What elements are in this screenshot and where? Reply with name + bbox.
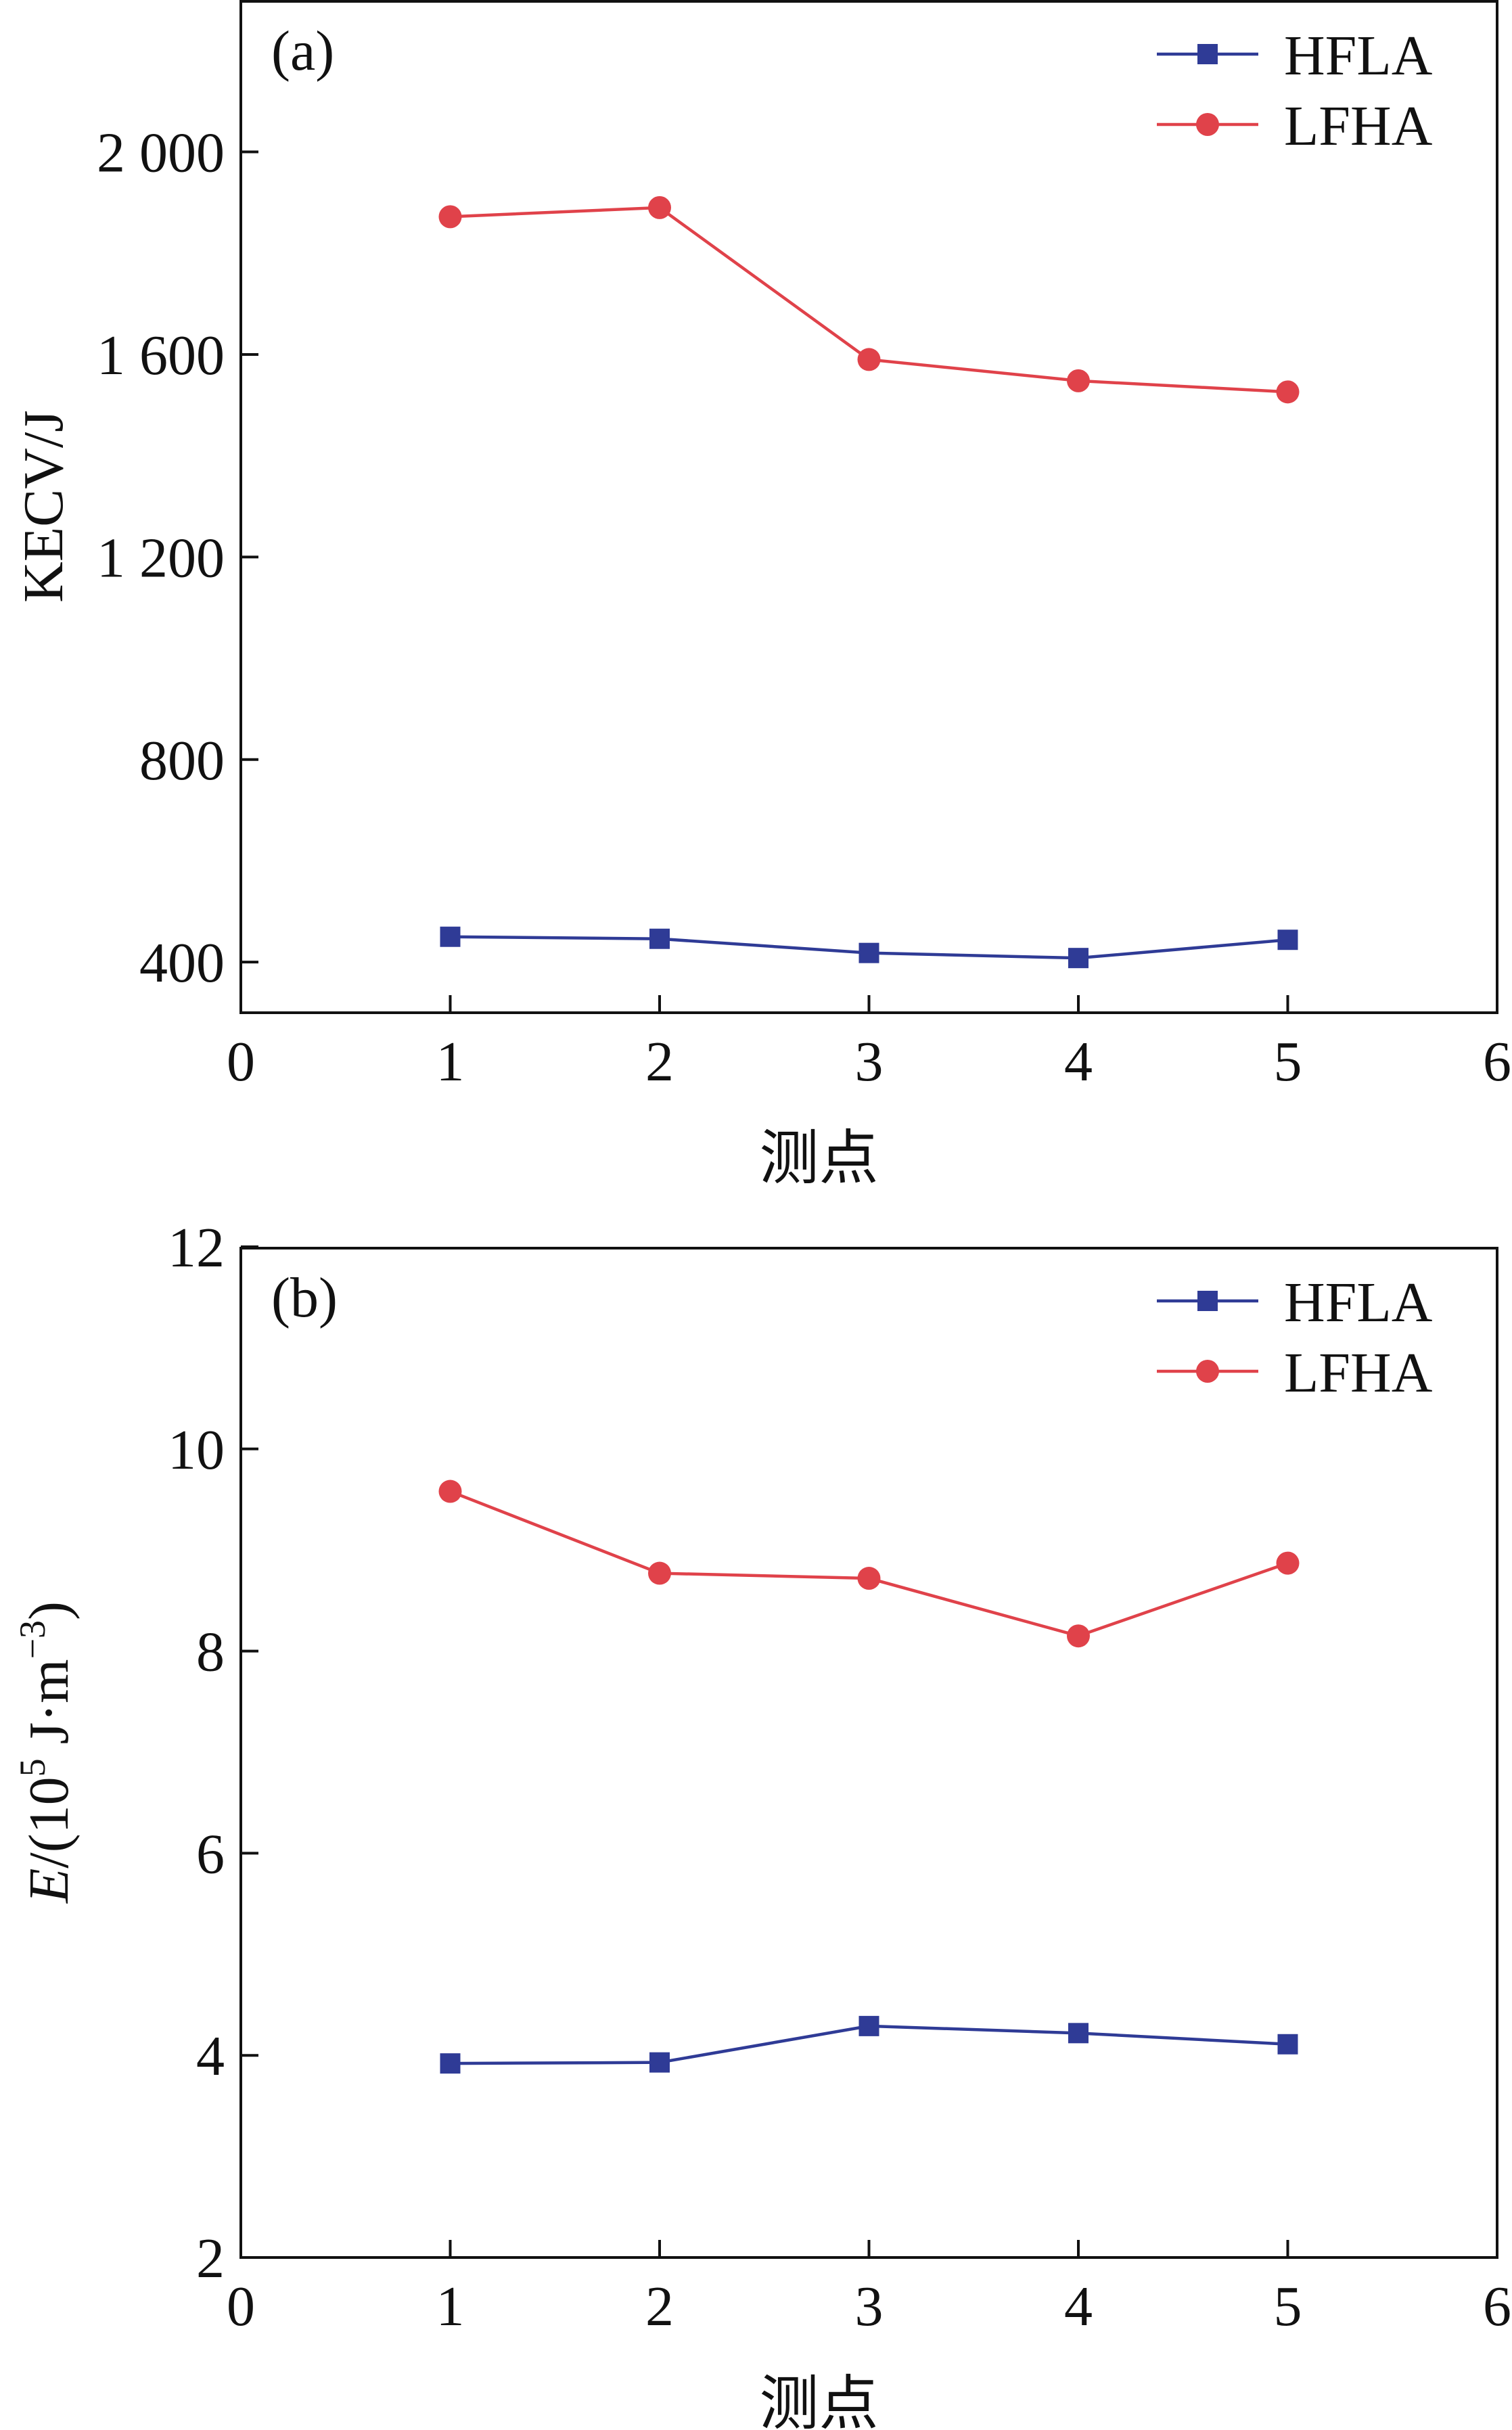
chart-panel-a: 0 1 2 3 4 5 6 400 800 1 200 1 600 2 000 (a) 测点 KECV/J H… bbox=[12, 0, 1511, 1192]
x-tick-label: 2 bbox=[645, 1030, 674, 1093]
data-point-hfla bbox=[858, 942, 879, 963]
y-tick-label: 10 bbox=[168, 1419, 225, 1482]
legend-marker-circle bbox=[1196, 1360, 1219, 1383]
y-axis-label-part: /(10 bbox=[18, 1776, 81, 1868]
data-point-lfha bbox=[438, 1480, 462, 1503]
data-point-lfha bbox=[1067, 369, 1090, 392]
y-axis-label: KECV/J bbox=[12, 410, 75, 603]
y-tick-label: 1 200 bbox=[97, 526, 225, 589]
panel-label: (a) bbox=[271, 20, 334, 83]
y-axis-label: E/(105 J·m−3) bbox=[12, 1601, 81, 1904]
data-point-lfha bbox=[1276, 1551, 1300, 1575]
data-point-hfla bbox=[1068, 2023, 1089, 2044]
y-axis-label-part: ) bbox=[18, 1601, 81, 1620]
x-tick-label: 3 bbox=[855, 2275, 884, 2338]
data-point-lfha bbox=[648, 1561, 671, 1585]
x-tick-label: 4 bbox=[1064, 2275, 1093, 2338]
legend-label: LFHA bbox=[1284, 1342, 1433, 1404]
y-tick-label: 800 bbox=[139, 729, 225, 792]
x-axis-label: 测点 bbox=[759, 1126, 878, 1192]
legend-marker-square bbox=[1197, 1291, 1218, 1311]
x-tick-label: 0 bbox=[227, 1030, 255, 1093]
x-tick-label: 6 bbox=[1483, 2275, 1511, 2338]
y-tick-label: 400 bbox=[139, 932, 225, 994]
data-point-hfla bbox=[440, 926, 461, 947]
x-tick-label: 2 bbox=[645, 2275, 674, 2338]
series-line-lfha bbox=[449, 1490, 1289, 1638]
y-tick-label: 2 bbox=[196, 2227, 225, 2290]
legend-label: HFLA bbox=[1284, 24, 1433, 87]
x-tick-label: 1 bbox=[436, 1030, 465, 1093]
panel-label: (b) bbox=[271, 1266, 338, 1329]
y-axis-label-part: 5 bbox=[12, 1758, 53, 1776]
data-point-lfha bbox=[857, 1567, 881, 1590]
data-point-hfla bbox=[1277, 930, 1298, 950]
y-tick-label: 8 bbox=[196, 1621, 225, 1684]
x-tick-label: 0 bbox=[227, 2275, 255, 2338]
data-point-lfha bbox=[1067, 1624, 1090, 1648]
legend-label: HFLA bbox=[1284, 1271, 1433, 1334]
y-tick-label: 6 bbox=[196, 1822, 225, 1885]
data-point-hfla bbox=[649, 2052, 670, 2073]
legend-marker-circle bbox=[1196, 113, 1219, 136]
y-axis-label-part: J·m bbox=[18, 1659, 81, 1758]
data-point-lfha bbox=[1276, 380, 1300, 404]
y-axis-label-part: −3 bbox=[12, 1620, 53, 1659]
data-point-hfla bbox=[440, 2053, 461, 2074]
x-tick-label: 1 bbox=[436, 2275, 465, 2338]
x-tick-label: 4 bbox=[1064, 1030, 1093, 1093]
data-point-lfha bbox=[648, 196, 671, 219]
x-tick-label: 3 bbox=[855, 1030, 884, 1093]
y-tick-label: 1 600 bbox=[97, 324, 225, 387]
y-tick-label: 12 bbox=[168, 1216, 225, 1279]
data-point-lfha bbox=[857, 348, 881, 371]
data-point-hfla bbox=[1277, 2034, 1298, 2055]
data-point-lfha bbox=[438, 205, 462, 229]
y-axis-label-part: E bbox=[18, 1869, 81, 1904]
data-point-hfla bbox=[1068, 948, 1089, 969]
x-tick-label: 5 bbox=[1274, 2275, 1302, 2338]
legend-marker-square bbox=[1197, 44, 1218, 64]
legend-label: LFHA bbox=[1284, 95, 1433, 158]
x-tick-label: 6 bbox=[1483, 1030, 1511, 1093]
data-point-hfla bbox=[858, 2015, 879, 2036]
x-axis-label: 测点 bbox=[759, 2372, 878, 2430]
x-tick-label: 5 bbox=[1274, 1030, 1302, 1093]
data-point-hfla bbox=[649, 928, 670, 949]
y-tick-label: 4 bbox=[196, 2025, 225, 2088]
y-tick-label: 2 000 bbox=[97, 122, 225, 185]
